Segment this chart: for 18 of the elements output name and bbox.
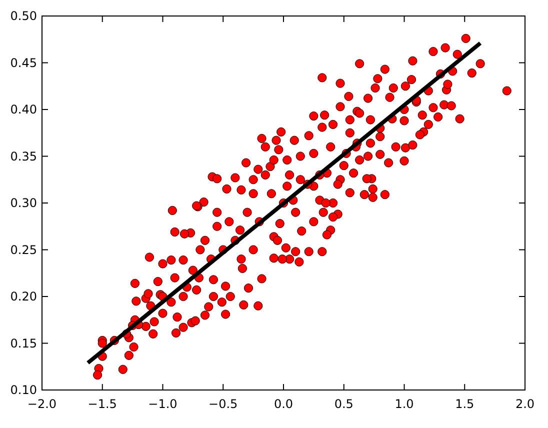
x-tick-label: −0.5 (208, 397, 238, 411)
x-tick-label: 1.0 (394, 397, 414, 411)
x-tick-label: 0.5 (334, 397, 354, 411)
y-tick-label: 0.50 (10, 9, 37, 24)
x-tick-label: −1.5 (88, 397, 117, 411)
x-tick-label: 1.5 (455, 397, 474, 411)
y-tick-label: 0.30 (10, 196, 37, 210)
x-tick-label: 2.0 (515, 397, 535, 411)
y-tick-label: 0.15 (10, 336, 37, 350)
x-tick-label: 0.0 (274, 397, 294, 411)
y-tick-label: 0.20 (10, 290, 37, 304)
y-tick-label: 0.45 (10, 56, 37, 70)
x-tick-label: −2.0 (27, 397, 57, 411)
x-tick-label: −1.0 (148, 397, 178, 411)
y-tick-label: 0.35 (10, 149, 37, 164)
y-tick-label: 0.10 (10, 383, 37, 398)
y-tick-label: 0.25 (10, 242, 37, 257)
y-tick-label: 0.40 (10, 102, 37, 117)
